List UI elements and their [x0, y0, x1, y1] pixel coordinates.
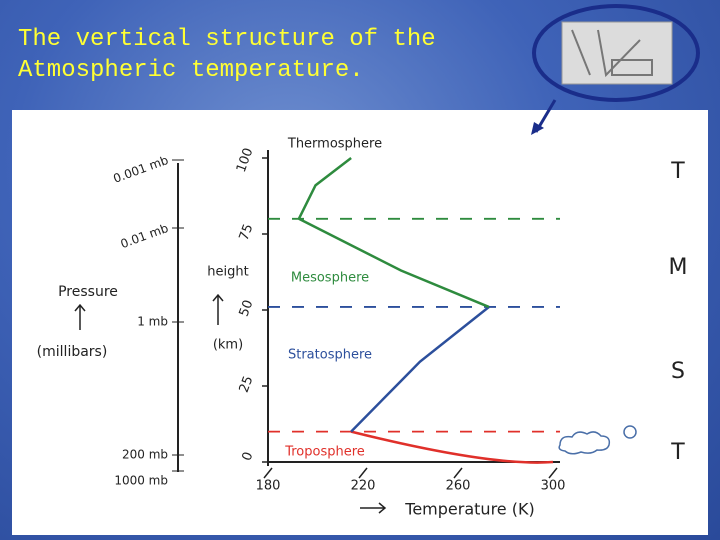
cloud: [558, 425, 637, 455]
temperature-line: [298, 217, 490, 309]
layer-letter: T: [670, 159, 685, 184]
x-tick: [263, 467, 273, 479]
x-tick-label: 220: [351, 479, 376, 494]
y-axis-label: (km): [213, 338, 243, 353]
y-axis-label: height: [207, 265, 248, 280]
slide-title: The vertical structure of the Atmospheri…: [18, 26, 436, 84]
y-tick-label: 25: [237, 374, 257, 395]
x-tick-label: 300: [541, 479, 566, 494]
y-tick-label: 75: [237, 222, 257, 243]
layer-name: Thermosphere: [287, 137, 382, 152]
layer-name: Mesosphere: [291, 271, 369, 286]
pressure-axis-label: (millibars): [37, 344, 108, 360]
pressure-label: 1 mb: [137, 315, 168, 329]
temperature-line: [350, 305, 490, 433]
x-tick: [358, 467, 368, 479]
y-label-arrow: [212, 293, 224, 325]
layer-name: Stratosphere: [288, 348, 372, 363]
layer-letter: T: [670, 440, 685, 465]
thumbnail: [531, 4, 700, 135]
pressure-label: 1000 mb: [114, 474, 168, 488]
x-tick: [453, 467, 463, 479]
chart-panel: [12, 110, 708, 535]
layer-letter: S: [671, 359, 685, 384]
pressure-label: 200 mb: [122, 448, 168, 462]
x-label-arrow: [360, 502, 387, 514]
layer-letter: M: [669, 255, 688, 280]
pressure-axis-label: Pressure: [58, 284, 118, 300]
temperature-line: [297, 157, 352, 220]
layer-name: Troposphere: [284, 445, 365, 460]
x-tick-label: 260: [446, 479, 471, 494]
x-axis-label: Temperature (K): [404, 500, 534, 519]
y-tick-label: 50: [237, 298, 257, 319]
x-tick-label: 180: [256, 479, 281, 494]
temperature-line: [350, 430, 554, 464]
pressure-arrow: [74, 303, 86, 330]
x-tick: [548, 467, 558, 479]
